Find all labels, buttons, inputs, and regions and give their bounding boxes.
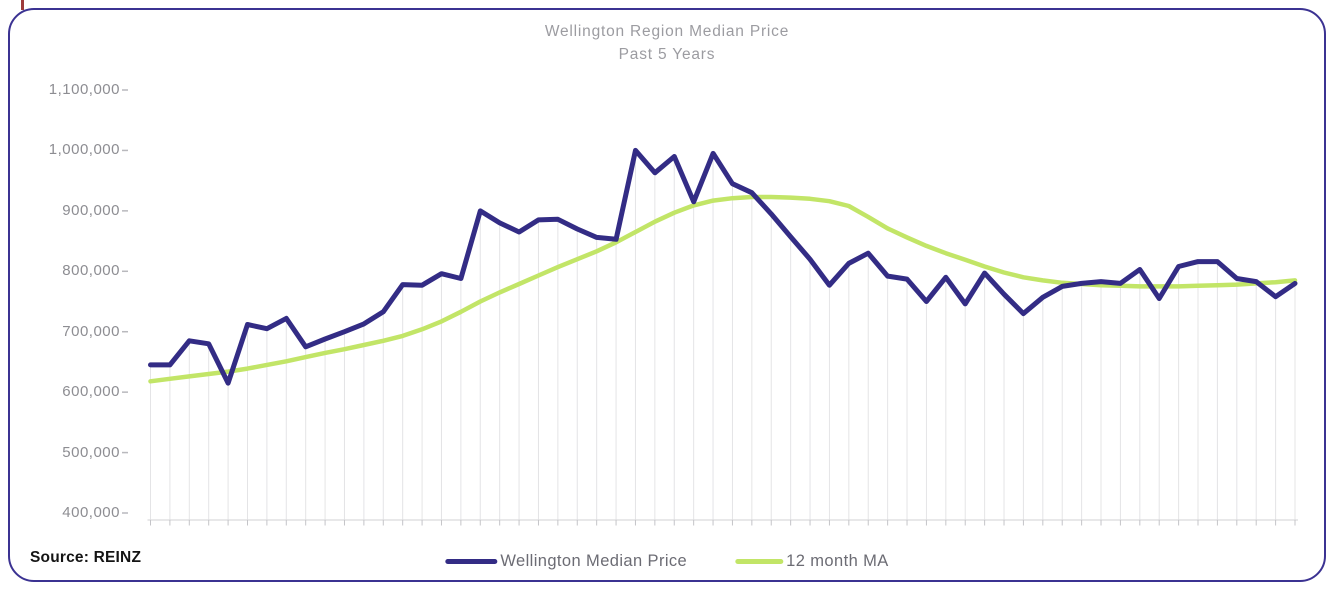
legend-item-median-price: Wellington Median Price (445, 552, 687, 571)
ma-line (148, 194, 1298, 384)
legend-item-12-month-ma: 12 month MA (735, 552, 889, 571)
legend-label-12-month-ma: 12 month MA (786, 552, 889, 570)
legend-label-median-price: Wellington Median Price (500, 552, 688, 570)
ma-line-swatch (735, 559, 784, 564)
legend: Wellington Median Price 12 month MA (445, 552, 888, 571)
source-text: Source: REINZ (30, 549, 142, 566)
chart-title: Wellington Region Median Price (544, 23, 790, 40)
median-price-line-swatch (445, 559, 498, 564)
chart-title-block: Wellington Region Median Price Past 5 Ye… (0, 20, 1334, 66)
chart-subtitle: Past 5 Years (618, 46, 716, 63)
median-price-line (148, 147, 1298, 386)
corner-tick-mark (21, 0, 24, 10)
